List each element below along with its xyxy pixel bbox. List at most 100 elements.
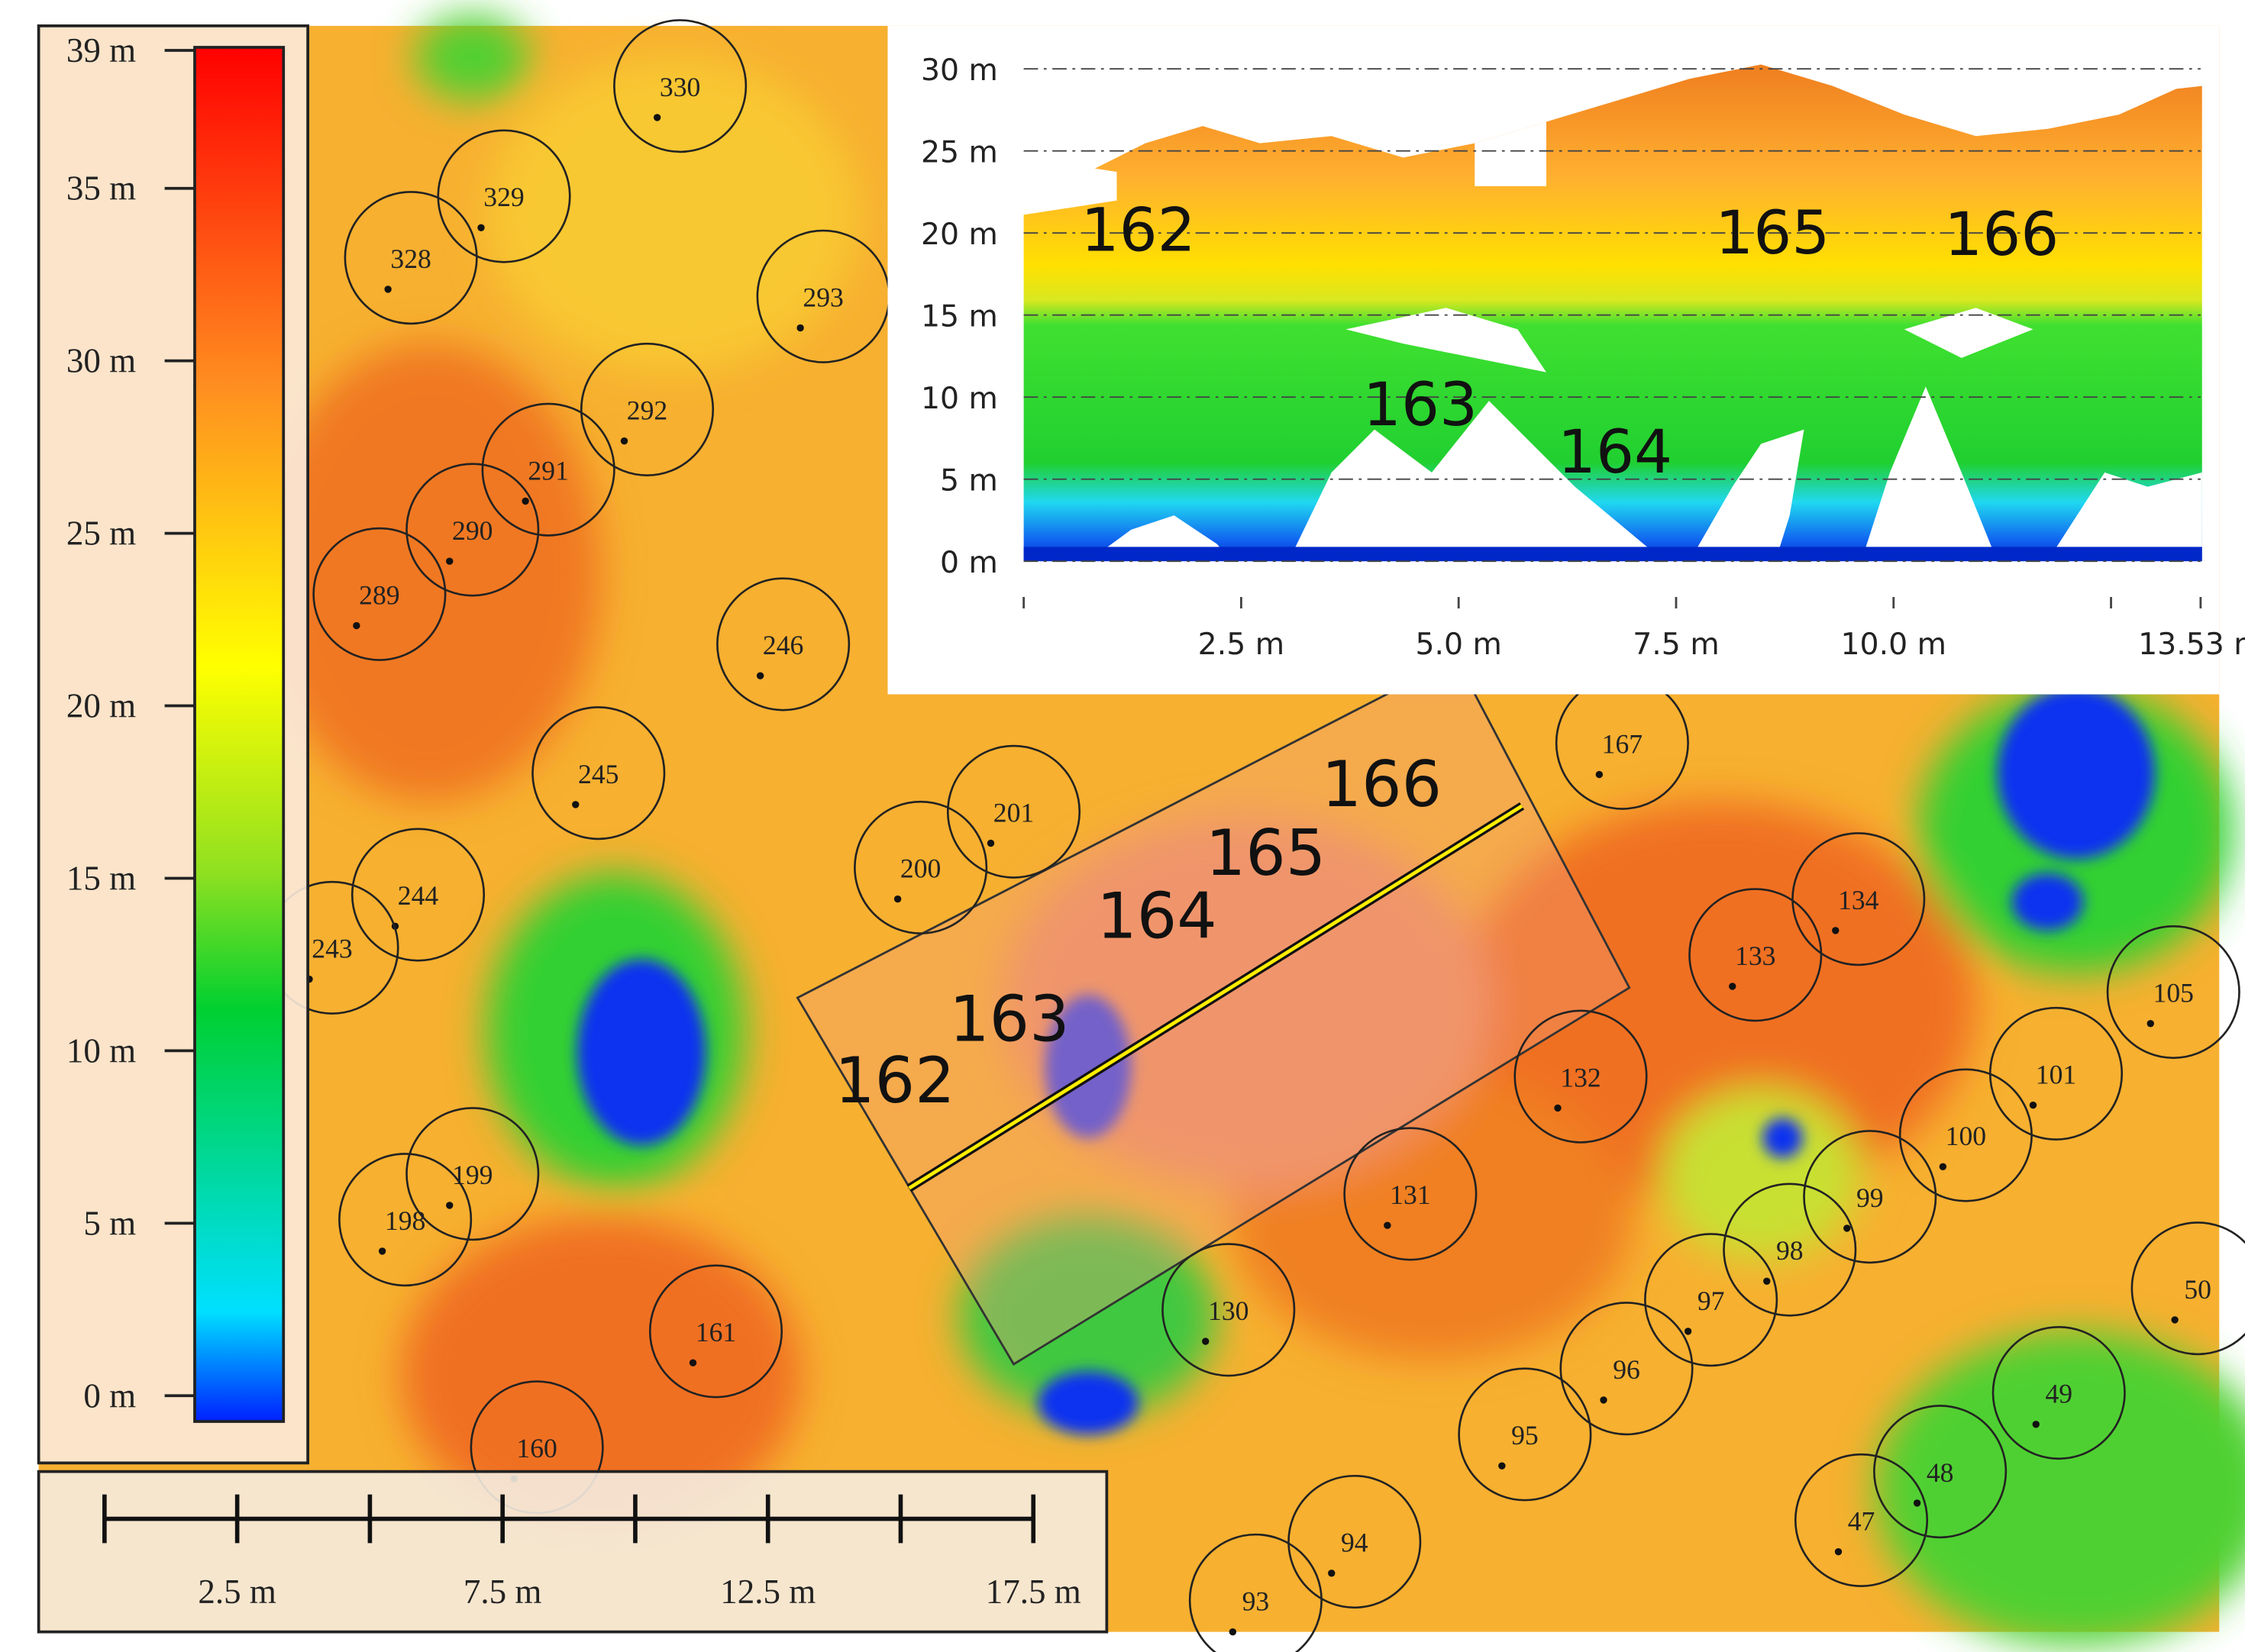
tree-stem (378, 1247, 386, 1255)
tree-label: 245 (578, 759, 619, 789)
tree-label: 49 (2045, 1379, 2072, 1409)
tree-stem (796, 324, 804, 332)
tree-label: 134 (1838, 885, 1879, 915)
tree-crown (531, 706, 666, 841)
y-tick-label: 10 m (921, 381, 998, 416)
tree-label: 246 (763, 630, 803, 660)
tree-crown (1644, 1233, 1778, 1367)
tree-crown (1898, 1068, 2033, 1202)
tree-label: 289 (359, 579, 399, 610)
tree-stem (477, 224, 485, 231)
tree-label: 290 (452, 515, 493, 546)
tree-label: 50 (2184, 1274, 2211, 1305)
tree-stem (1843, 1224, 1851, 1232)
tree-label: 105 (2153, 978, 2194, 1008)
tree-crown (481, 402, 615, 537)
transect-label: 164 (1097, 879, 1216, 953)
tree-crown (1161, 1243, 1296, 1377)
tree-crown (1458, 1367, 1592, 1502)
tree-label: 160 (516, 1433, 557, 1463)
tree-stem (893, 895, 902, 903)
tree-label: 94 (1341, 1528, 1368, 1558)
tree-stem (2032, 1421, 2040, 1428)
tree-label: 97 (1697, 1286, 1725, 1316)
tree-crown (1343, 1127, 1478, 1261)
legend-label: 39 m (66, 31, 136, 69)
tree-stem (384, 286, 392, 293)
tree-stem (1913, 1499, 1921, 1507)
tree-label: 329 (483, 182, 524, 212)
scale-bar-label: 2.5 m (198, 1573, 276, 1611)
tree-stem (1939, 1163, 1947, 1170)
profile-tree-label: 165 (1715, 198, 1830, 268)
tree-stem (1202, 1337, 1210, 1345)
legend-label: 35 m (66, 169, 136, 208)
tree-crown (1791, 832, 1926, 966)
profile-inset (887, 25, 2220, 695)
tree-stem (1600, 1396, 1607, 1404)
tree-crown (405, 463, 540, 597)
x-tick-label: 10.0 m (1841, 627, 1947, 662)
tree-stem (353, 621, 360, 630)
tree-stem (2146, 1020, 2154, 1028)
tree-crown (613, 19, 748, 153)
profile-tree-label: 163 (1363, 369, 1478, 440)
tree-crown (312, 527, 447, 661)
tree-stem (1554, 1104, 1562, 1112)
tree-label: 95 (1511, 1420, 1539, 1450)
scale-bar-label: 7.5 m (464, 1573, 542, 1611)
tree-label: 130 (1208, 1295, 1248, 1326)
y-tick-label: 30 m (921, 53, 998, 88)
scale-bar-label: 12.5 m (720, 1573, 816, 1611)
tree-stem (446, 1202, 454, 1209)
y-tick-label: 0 m (940, 545, 998, 580)
legend-label: 5 m (83, 1204, 136, 1242)
tree-stem (446, 557, 454, 565)
tree-label: 93 (1242, 1586, 1270, 1617)
tree-stem (2029, 1101, 2037, 1109)
tree-label: 100 (1946, 1121, 1986, 1151)
tree-stem (1229, 1628, 1237, 1636)
tree-label: 167 (1602, 728, 1643, 759)
tree-crown (1803, 1130, 1937, 1264)
tree-label: 201 (993, 797, 1034, 828)
tree-label: 291 (528, 455, 568, 486)
tree-label: 161 (696, 1317, 736, 1347)
profile-tree-label: 164 (1558, 417, 1672, 487)
legend-label: 15 m (66, 859, 136, 897)
profile-tree-label: 166 (1944, 199, 2059, 269)
tree-stem (572, 801, 580, 808)
tree-stem (1595, 770, 1604, 779)
tree-label: 132 (1560, 1062, 1601, 1092)
tree-crown (437, 129, 571, 263)
tree-label: 98 (1776, 1235, 1804, 1266)
scale-bar: 2.5 m 7.5 m 12.5 m 17.5 m (102, 1494, 1081, 1611)
tree-stem (653, 114, 661, 121)
tree-crown (1513, 1009, 1648, 1144)
y-tick-label: 25 m (921, 135, 998, 170)
tree-crown (350, 828, 486, 962)
y-tick-label: 20 m (921, 217, 998, 252)
tree-label: 101 (2036, 1060, 2076, 1090)
transect-label: 166 (1322, 748, 1442, 821)
tree-label: 99 (1856, 1183, 1884, 1213)
tree-stem (1384, 1221, 1391, 1229)
tree-label: 47 (1848, 1506, 1875, 1537)
tree-label: 244 (398, 880, 439, 911)
tree-label: 330 (660, 72, 700, 102)
legend-label: 25 m (66, 515, 136, 553)
tree-label: 131 (1390, 1179, 1430, 1210)
tree-crown (1991, 1325, 2126, 1460)
tree-crown (1287, 1474, 1422, 1609)
legend-label: 20 m (66, 687, 136, 725)
tree-stem (1832, 927, 1840, 934)
legend-ticks: 39 m 35 m 30 m 25 m 20 m 15 m 10 m 5 m 0 m (66, 31, 195, 1415)
tree-crown (580, 342, 715, 476)
tree-stem (522, 497, 529, 505)
scale-bar-label: 17.5 m (986, 1573, 1081, 1611)
tree-crown (1794, 1453, 1929, 1587)
tree-crown (1688, 888, 1823, 1022)
tree-stem (1498, 1462, 1506, 1470)
tree-crown (946, 744, 1081, 879)
